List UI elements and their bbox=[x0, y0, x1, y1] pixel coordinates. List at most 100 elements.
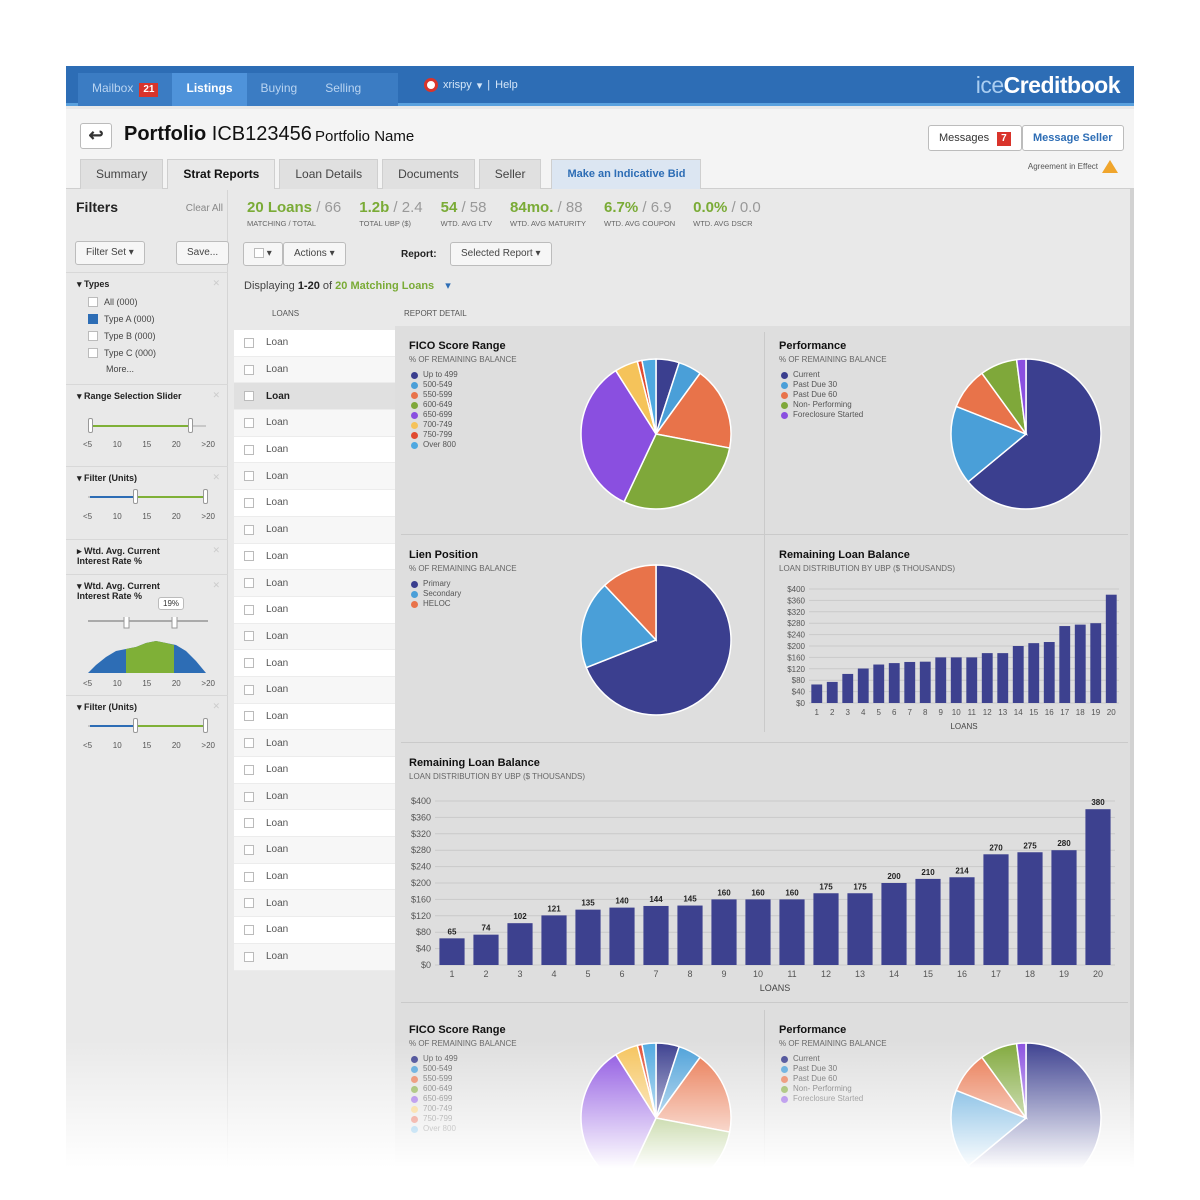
table-row[interactable]: Loan bbox=[234, 863, 396, 891]
checkbox[interactable] bbox=[88, 297, 98, 307]
table-row[interactable]: Loan bbox=[234, 330, 396, 357]
table-row[interactable]: Loan bbox=[234, 676, 396, 704]
chevron-down-icon[interactable]: ▾ bbox=[445, 280, 451, 292]
actions-dropdown[interactable]: Actions ▾ bbox=[283, 242, 346, 266]
checkbox[interactable] bbox=[244, 658, 254, 669]
tab-loan-details[interactable]: Loan Details bbox=[279, 159, 379, 189]
checkbox[interactable] bbox=[244, 337, 254, 348]
table-row[interactable]: Loan bbox=[234, 490, 396, 517]
table-row[interactable]: Loan bbox=[234, 837, 396, 864]
checkbox-checked[interactable] bbox=[88, 314, 98, 324]
checkbox[interactable] bbox=[244, 951, 254, 962]
checkbox[interactable] bbox=[244, 471, 254, 482]
checkbox[interactable] bbox=[244, 791, 254, 802]
section-title[interactable]: ▾ Range Selection Slider bbox=[77, 391, 182, 401]
table-row[interactable]: Loan bbox=[234, 783, 396, 811]
slider-handle-max[interactable] bbox=[188, 418, 193, 433]
message-seller-button[interactable]: Message Seller bbox=[1022, 125, 1124, 151]
indicative-bid-button[interactable]: Make an Indicative Bid bbox=[551, 159, 702, 189]
checkbox[interactable] bbox=[244, 684, 254, 695]
table-row[interactable]: Loan bbox=[234, 356, 396, 384]
clear-all-link[interactable]: Clear All bbox=[185, 203, 223, 214]
checkbox[interactable] bbox=[244, 364, 254, 375]
table-row[interactable]: Loan bbox=[234, 570, 396, 597]
table-row[interactable]: Loan bbox=[234, 436, 396, 464]
table-row[interactable]: Loan bbox=[234, 596, 396, 624]
tab-strat-reports[interactable]: Strat Reports bbox=[167, 159, 276, 189]
table-row[interactable]: Loan bbox=[234, 623, 396, 651]
table-row[interactable]: Loan bbox=[234, 943, 396, 971]
user-menu[interactable]: xrispy ▾ | Help bbox=[424, 78, 518, 92]
checkbox[interactable] bbox=[244, 738, 254, 749]
table-row[interactable]: Loan bbox=[234, 703, 396, 731]
tab-selling[interactable]: Selling bbox=[325, 81, 362, 95]
section-title[interactable]: ▾ Wtd. Avg. Current Interest Rate % bbox=[77, 581, 160, 601]
tab-mailbox[interactable]: Mailbox 21 bbox=[78, 73, 172, 106]
type-option-c[interactable]: Type C (000) bbox=[88, 348, 156, 358]
checkbox[interactable] bbox=[244, 844, 254, 855]
slider-handle[interactable] bbox=[133, 489, 138, 504]
slider-handle-max[interactable] bbox=[203, 718, 208, 733]
scrollbar[interactable] bbox=[1130, 189, 1134, 1200]
section-title[interactable]: ▸ Wtd. Avg. Current Interest Rate % bbox=[77, 546, 160, 566]
checkbox[interactable] bbox=[244, 524, 254, 535]
close-icon[interactable]: ✕ bbox=[212, 545, 220, 555]
checkbox[interactable] bbox=[244, 551, 254, 562]
type-option-all[interactable]: All (000) bbox=[88, 297, 138, 307]
checkbox[interactable] bbox=[244, 604, 254, 615]
more-types-link[interactable]: More... bbox=[106, 364, 135, 374]
checkbox[interactable] bbox=[254, 248, 264, 259]
close-icon[interactable]: ✕ bbox=[212, 390, 220, 400]
help-link[interactable]: Help bbox=[495, 79, 518, 91]
tab-buying[interactable]: Buying bbox=[260, 81, 298, 95]
section-title[interactable]: ▾ Filter (Units) bbox=[77, 473, 138, 483]
tab-documents[interactable]: Documents bbox=[382, 159, 475, 189]
type-option-a[interactable]: Type A (000) bbox=[88, 314, 155, 324]
checkbox[interactable] bbox=[88, 331, 98, 341]
close-icon[interactable]: ✕ bbox=[212, 278, 220, 288]
checkbox[interactable] bbox=[244, 764, 254, 775]
table-row[interactable]: Loan bbox=[234, 730, 396, 757]
checkbox[interactable] bbox=[244, 631, 254, 642]
table-row[interactable]: Loan bbox=[234, 917, 396, 944]
table-row[interactable]: Loan bbox=[234, 410, 396, 437]
select-all-dropdown[interactable]: ▾ bbox=[243, 242, 283, 266]
range-slider[interactable] bbox=[88, 418, 206, 433]
tab-seller[interactable]: Seller bbox=[478, 159, 542, 189]
back-button[interactable]: ↩ bbox=[80, 123, 112, 149]
types-title[interactable]: ▾ Types bbox=[77, 279, 110, 289]
checkbox[interactable] bbox=[244, 924, 254, 935]
tab-listings[interactable]: Listings bbox=[172, 73, 247, 106]
checkbox[interactable] bbox=[244, 871, 254, 882]
slider-handle-max[interactable] bbox=[171, 617, 178, 629]
checkbox[interactable] bbox=[244, 497, 254, 508]
close-icon[interactable]: ✕ bbox=[212, 701, 220, 711]
units-slider[interactable] bbox=[88, 489, 208, 504]
slider-handle-min[interactable] bbox=[88, 418, 93, 433]
section-title[interactable]: ▾ Filter (Units) bbox=[77, 702, 138, 712]
type-option-b[interactable]: Type B (000) bbox=[88, 331, 156, 341]
filter-set-dropdown[interactable]: Filter Set ▾ bbox=[75, 241, 145, 265]
table-row[interactable]: Loan bbox=[234, 757, 396, 784]
close-icon[interactable]: ✕ bbox=[212, 580, 220, 590]
table-row[interactable]: Loan bbox=[234, 463, 396, 491]
checkbox[interactable] bbox=[244, 898, 254, 909]
units-slider[interactable] bbox=[88, 718, 208, 733]
messages-button[interactable]: Messages 7 bbox=[928, 125, 1022, 151]
slider-handle[interactable] bbox=[133, 718, 138, 733]
table-row-selected[interactable]: Loan bbox=[234, 383, 396, 411]
checkbox[interactable] bbox=[244, 818, 254, 829]
close-icon[interactable]: ✕ bbox=[212, 472, 220, 482]
checkbox[interactable] bbox=[244, 417, 254, 428]
tab-summary[interactable]: Summary bbox=[80, 159, 164, 189]
checkbox[interactable] bbox=[244, 711, 254, 722]
checkbox[interactable] bbox=[244, 578, 254, 589]
table-row[interactable]: Loan bbox=[234, 516, 396, 544]
slider-handle-max[interactable] bbox=[203, 489, 208, 504]
report-select[interactable]: Selected Report ▾ bbox=[450, 242, 552, 266]
save-filter-button[interactable]: Save... bbox=[176, 241, 230, 265]
slider-handle-min[interactable] bbox=[123, 617, 130, 629]
table-row[interactable]: Loan bbox=[234, 890, 396, 918]
table-row[interactable]: Loan bbox=[234, 810, 396, 838]
checkbox[interactable] bbox=[244, 391, 254, 402]
